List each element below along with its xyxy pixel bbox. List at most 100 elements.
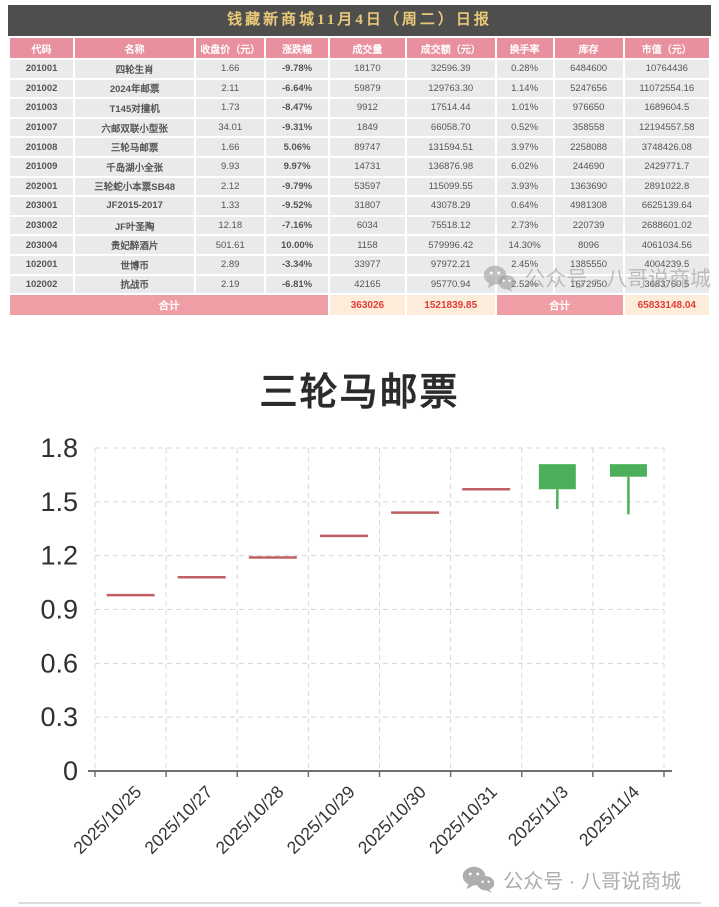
cell-code: 201007 — [7, 116, 76, 139]
cell-turnover: 129763.30 — [404, 77, 497, 100]
header-row: 代码 名称 收盘价（元） 涨跌幅 成交量 成交额（元） 换手率 库存 市值（元） — [7, 36, 712, 60]
x-tick-label: 2025/10/30 — [354, 782, 430, 858]
cell-market-value: 10764436 — [622, 58, 712, 80]
cell-volume: 33977 — [327, 253, 407, 276]
cell-name: 世博币 — [73, 253, 197, 276]
report-title: 钱藏新商城11月4日（周二）日报 — [8, 5, 711, 36]
cell-inventory: 8096 — [552, 234, 625, 256]
cell-market-value: 6625139.64 — [622, 195, 712, 217]
candlestick-chart: 00.30.60.91.21.51.82025/10/252025/10/272… — [40, 433, 672, 858]
table-row: 102002 抗战币 2.19 -6.81% 42165 95770.94 2.52% 167… — [7, 273, 712, 296]
cell-turnover: 43078.29 — [404, 195, 497, 217]
cell-name: 六邮双联小型张 — [73, 116, 197, 139]
cell-inventory: 4981308 — [552, 195, 625, 217]
cell-turnover-rate: 2.73% — [494, 214, 555, 237]
cell-change: -9.52% — [264, 195, 330, 217]
y-tick-label: 0 — [63, 756, 78, 786]
cell-turnover: 66058.70 — [404, 116, 497, 139]
table-row: 203002 JF叶圣陶 12.18 -7.16% 6034 75518.12 2.73% 2… — [7, 214, 712, 237]
cell-turnover-rate: 3.93% — [494, 175, 555, 198]
cell-inventory: 1672950 — [552, 273, 625, 296]
cell-market-value: 3748426.08 — [622, 136, 712, 158]
cell-turnover: 579996.42 — [404, 234, 497, 256]
cell-turnover: 97972.21 — [404, 253, 497, 276]
x-tick-label: 2025/10/25 — [69, 782, 145, 858]
page-bottom-divider — [18, 902, 701, 904]
cell-name: JF2015-2017 — [73, 195, 197, 217]
cell-market-value: 1689604.5 — [622, 97, 712, 119]
cell-market-value: 11072554.16 — [622, 77, 712, 100]
report-table-head: 代码 名称 收盘价（元） 涨跌幅 成交量 成交额（元） 换手率 库存 市值（元） — [7, 36, 712, 60]
cell-turnover: 32596.39 — [404, 58, 497, 80]
table-row: 203001 JF2015-2017 1.33 -9.52% 31807 43078.29… — [7, 195, 712, 217]
cell-inventory: 2258088 — [552, 136, 625, 158]
table-row: 203004 贵妃醉酒片 501.61 10.00% 1158 579996.42 14.3… — [7, 234, 712, 256]
cell-code: 201009 — [7, 155, 76, 178]
cell-volume: 14731 — [327, 155, 407, 178]
chart-title: 三轮马邮票 — [259, 372, 460, 415]
cell-volume: 31807 — [327, 195, 407, 217]
cell-volume: 42165 — [327, 273, 407, 296]
cell-inventory: 5247656 — [552, 77, 625, 100]
total-row: 合计 363026 1521839.85 合计 65833148.04 — [8, 293, 712, 318]
table-row: 202001 三轮蛇小本票SB48 2.12 -9.79% 53597 115099.55… — [7, 175, 712, 198]
x-tick-label: 2025/10/31 — [425, 782, 501, 858]
cell-volume: 53597 — [327, 175, 407, 198]
cell-name: 抗战币 — [73, 273, 197, 296]
cell-turnover-rate: 1.14% — [494, 77, 555, 100]
cell-turnover-rate: 0.64% — [494, 195, 555, 217]
daily-report-card: 钱藏新商城11月4日（周二）日报 代码 名称 收盘价（元） 涨跌幅 成交量 成交额（元）换… — [7, 5, 712, 318]
cell-turnover-rate: 3.97% — [494, 136, 555, 158]
y-tick-label: 1.2 — [40, 541, 78, 571]
chart-block: 三轮马邮票 0 0.3 0.6 0.9 1.2 1.5 1.8 2025/10/25 2025/… — [0, 361, 719, 870]
y-tick-label: 0.6 — [40, 648, 78, 678]
table-row: 201003 T145对撞机 1.73 -8.47% 9912 17514.44 1.01%… — [7, 97, 712, 119]
column-header-close: 收盘价（元） — [194, 36, 267, 60]
cell-turnover-rate: 6.02% — [494, 155, 555, 178]
cell-turnover: 95770.94 — [404, 273, 497, 296]
cell-close: 1.66 — [194, 58, 267, 80]
cell-turnover: 17514.44 — [404, 97, 497, 119]
candle-body — [609, 464, 647, 477]
cell-code: 203001 — [7, 195, 76, 217]
cell-market-value: 4061034.56 — [622, 234, 712, 256]
cell-change: -6.64% — [264, 77, 330, 100]
cell-inventory: 220739 — [552, 214, 625, 237]
cell-close: 2.19 — [194, 273, 267, 296]
gridlines — [94, 447, 665, 772]
cell-change: -7.16% — [264, 214, 330, 237]
column-header-market-value: 市值（元） — [622, 36, 712, 60]
cell-close: 2.11 — [194, 77, 267, 100]
y-tick-label: 0.9 — [40, 595, 78, 625]
table-row: 102001 世博币 2.89 -3.34% 33977 97972.21 2.45% 138… — [7, 253, 712, 276]
cell-close: 2.12 — [194, 175, 267, 198]
cell-name: JF叶圣陶 — [73, 214, 197, 237]
cell-turnover-rate: 2.52% — [494, 273, 555, 296]
cell-inventory: 1385550 — [552, 253, 625, 276]
cell-volume: 1849 — [327, 116, 407, 139]
cell-close: 1.33 — [194, 195, 267, 217]
cell-close: 1.73 — [194, 97, 267, 119]
cell-close: 1.66 — [194, 136, 267, 158]
table-row: 201002 2024年邮票 2.11 -6.64% 59879 129763.30 1.1… — [7, 77, 712, 100]
table-row: 201007 六邮双联小型张 34.01 -9.31% 1849 66058.70 0.52… — [7, 116, 712, 139]
cell-change: -9.31% — [264, 116, 330, 139]
volume-total: 363026 — [327, 293, 407, 318]
cell-close: 9.93 — [194, 155, 267, 178]
total-label-left: 合计 — [8, 293, 330, 318]
cell-turnover: 115099.55 — [404, 175, 497, 198]
column-header-turnover: 成交额（元） — [404, 36, 497, 60]
cell-change: -9.79% — [264, 175, 330, 198]
table-row: 201009 千岛湖小全张 9.93 9.97% 14731 136876.98 6.02%… — [7, 155, 712, 178]
candle-body — [538, 464, 576, 490]
cell-name: 三轮马邮票 — [73, 136, 197, 158]
cell-market-value: 2688601.02 — [622, 214, 712, 237]
cell-name: T145对撞机 — [73, 97, 197, 119]
total-label-right: 合计 — [494, 293, 625, 318]
cell-market-value: 12194557.58 — [622, 116, 712, 139]
report-table-foot: 合计 363026 1521839.85 合计 65833148.04 — [8, 293, 712, 318]
cell-inventory: 6484600 — [552, 58, 625, 80]
report-table-body: 201001 四轮生肖 1.66 -9.78% 18170 32596.39 0.28% 64… — [7, 58, 712, 296]
x-tick-label: 2025/10/28 — [212, 782, 288, 858]
y-tick-label: 1.8 — [40, 433, 78, 463]
